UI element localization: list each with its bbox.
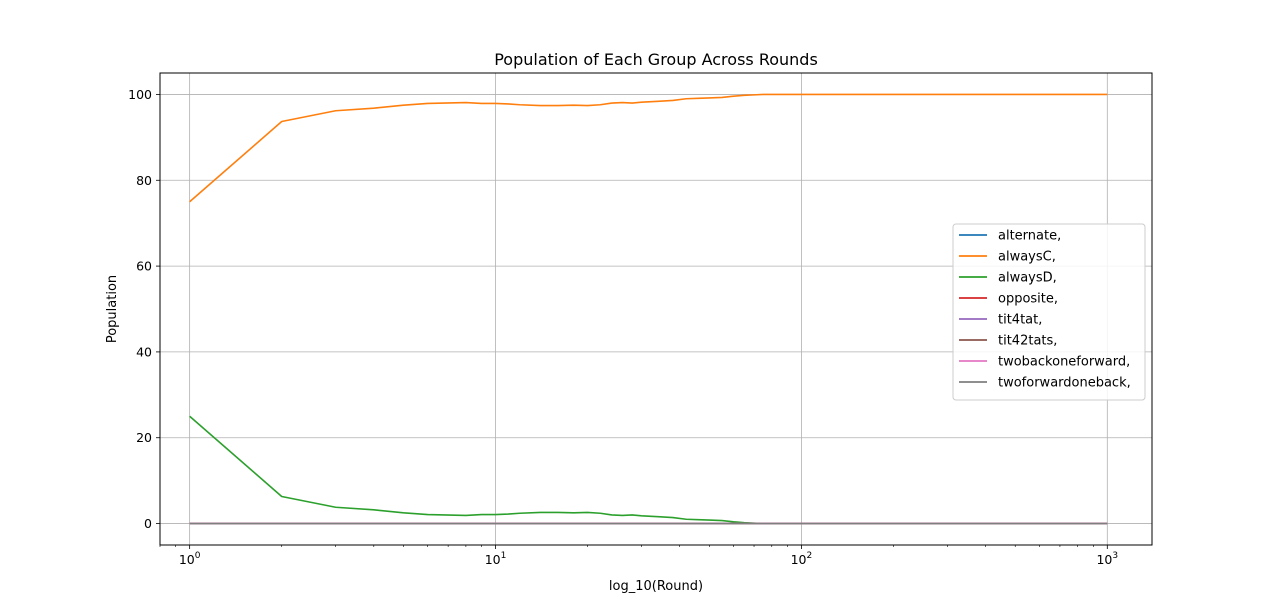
x-tick-label: 102 <box>791 551 813 567</box>
x-tick-label-exponent: 0 <box>195 551 201 561</box>
y-tick-label: 80 <box>136 173 152 188</box>
x-axis-label: log_10(Round) <box>609 579 703 594</box>
y-axis-label: Population <box>105 275 120 343</box>
legend-label: twobackoneforward, <box>998 355 1130 370</box>
series-lines <box>189 93 1108 525</box>
legend-label: opposite, <box>998 292 1058 307</box>
x-tick-label-exponent: 2 <box>807 551 813 561</box>
legend-label: tit4tat, <box>998 313 1042 328</box>
y-tick-label: 100 <box>128 87 152 102</box>
legend-label: alwaysD, <box>998 271 1057 286</box>
series-line <box>189 93 1108 203</box>
plot-frame <box>159 72 1153 546</box>
y-tick-label: 0 <box>144 516 152 531</box>
legend-label: alwaysC, <box>998 250 1056 265</box>
x-tick-label: 100 <box>179 551 201 567</box>
legend-box <box>952 223 1146 401</box>
y-tick-label: 60 <box>136 259 152 274</box>
chart-title: Population of Each Group Across Rounds <box>494 50 818 69</box>
x-tick-label-base: 10 <box>1096 552 1112 567</box>
legend-label: tit42tats, <box>998 334 1057 349</box>
x-tick-label-base: 10 <box>179 552 195 567</box>
legend-label: twoforwardoneback, <box>998 376 1131 391</box>
y-tick-label: 20 <box>136 430 152 445</box>
legend: alternate, alwaysC, alwaysD, opposite, tit4t… <box>952 223 1146 401</box>
x-tick-label: 103 <box>1096 551 1118 567</box>
legend-label: alternate, <box>998 229 1061 244</box>
x-tick-label-exponent: 3 <box>1112 551 1118 561</box>
x-tick-label-base: 10 <box>791 552 807 567</box>
x-tick-label-base: 10 <box>485 552 501 567</box>
y-tick-label: 40 <box>136 344 152 359</box>
x-tick-label: 101 <box>485 551 507 567</box>
x-tick-label-exponent: 1 <box>501 551 507 561</box>
